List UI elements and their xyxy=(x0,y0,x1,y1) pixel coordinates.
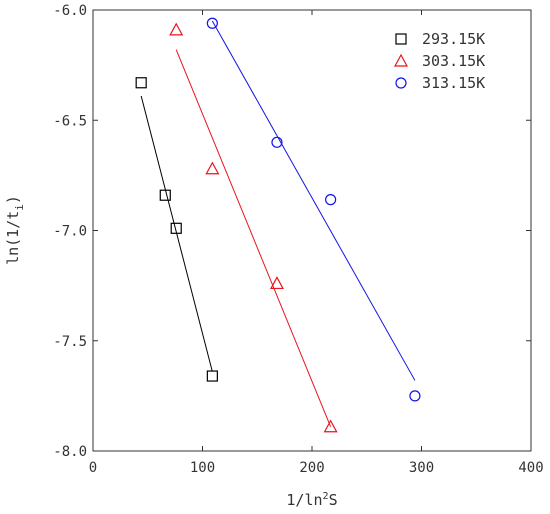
x-tick-label: 200 xyxy=(299,460,324,476)
data-point-293.15K xyxy=(159,189,171,201)
y-tick-label: -8.0 xyxy=(53,444,87,460)
y-tick-label: -7.0 xyxy=(53,224,87,240)
data-point-303.15K xyxy=(205,161,220,175)
x-tick-label: 400 xyxy=(518,460,543,476)
fit-lines xyxy=(140,20,416,427)
legend-marker-313.15K xyxy=(395,77,407,89)
data-point-293.15K xyxy=(206,370,218,382)
data-point-313.15K xyxy=(409,390,421,402)
data-point-293.15K xyxy=(135,77,147,89)
legend-label: 313.15K xyxy=(422,74,485,92)
x-tick-label: 100 xyxy=(190,460,215,476)
legend-marker-303.15K xyxy=(393,53,409,67)
y-axis-title: ln(1/ti) xyxy=(4,195,26,265)
legend-label: 293.15K xyxy=(422,30,485,48)
data-point-313.15K xyxy=(271,136,283,148)
x-tick-label: 300 xyxy=(409,460,434,476)
y-tick-label: -6.0 xyxy=(53,3,87,19)
y-axis: -8.0 -7.5 -7.0 -6.5 -6.0 xyxy=(53,3,531,460)
data-markers xyxy=(135,17,421,433)
data-point-313.15K xyxy=(206,17,218,29)
x-axis: 0 100 200 300 400 xyxy=(89,10,544,476)
data-point-293.15K xyxy=(170,222,182,234)
legend-label: 303.15K xyxy=(422,52,485,70)
data-point-303.15K xyxy=(323,419,338,433)
fit-line-303.15K xyxy=(175,49,332,427)
fit-line-313.15K xyxy=(211,20,416,381)
data-point-313.15K xyxy=(325,194,337,206)
legend: 293.15K 303.15K 313.15K xyxy=(393,30,485,92)
data-point-303.15K xyxy=(269,276,284,290)
x-axis-title: 1/ln2S xyxy=(286,491,337,509)
y-tick-label: -6.5 xyxy=(53,113,87,129)
data-point-303.15K xyxy=(169,22,184,36)
x-tick-label: 0 xyxy=(89,460,97,476)
legend-marker-293.15K xyxy=(395,33,407,45)
y-tick-label: -7.5 xyxy=(53,334,87,350)
